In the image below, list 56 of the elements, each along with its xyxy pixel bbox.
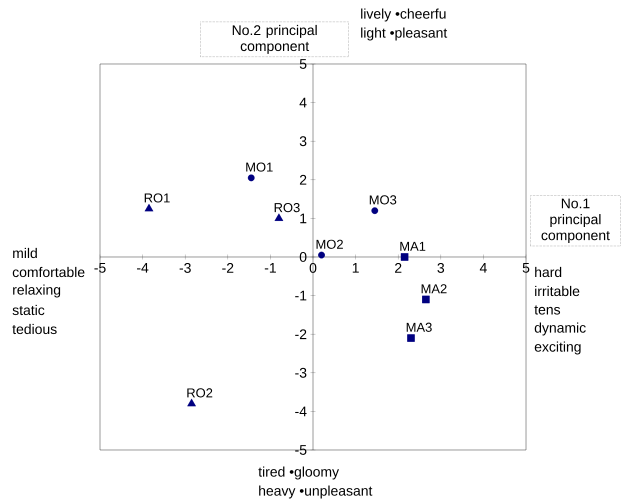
annotation: MO2 — [316, 240, 343, 249]
x-tick-label: -4 — [137, 263, 148, 273]
x-tick-label: -5 — [94, 263, 106, 273]
y-axis-title: No.2 principal component — [232, 24, 317, 54]
point — [248, 174, 255, 182]
y-tick-label: 2 — [300, 174, 306, 185]
point — [318, 252, 325, 258]
y-tick-label: 1 — [300, 214, 306, 224]
annotation: MA1 — [400, 242, 426, 251]
x-tick-label: 0 — [310, 263, 316, 273]
text: heavy •unpleasant — [259, 485, 372, 498]
text: tedious — [12, 324, 57, 334]
point — [274, 213, 284, 221]
annotation: MA3 — [406, 322, 432, 332]
x-axis-title: No.1 principal component — [542, 198, 610, 243]
y-tick-label: -4 — [295, 406, 307, 416]
point — [407, 334, 415, 342]
text: exciting — [534, 341, 581, 354]
annotation: MO1 — [246, 162, 273, 172]
y-tick-label: -1 — [295, 290, 306, 300]
annotation: RO1 — [144, 193, 170, 203]
y-tick-label: 0 — [300, 252, 306, 262]
annotation: MO3 — [370, 195, 396, 204]
text: tens — [534, 305, 560, 315]
text: light •pleasant — [361, 27, 448, 40]
text: irritable — [535, 286, 580, 296]
point — [371, 207, 378, 214]
text: lively •cheerfu — [361, 8, 446, 22]
y-tick-label: 5 — [300, 59, 306, 69]
annotation: MA2 — [422, 284, 447, 294]
text: hard — [535, 266, 562, 278]
text: relaxing — [13, 284, 60, 298]
y-tick-label: 3 — [300, 136, 306, 146]
annotation: RO3 — [274, 203, 300, 212]
x-tick-label: -1 — [264, 263, 276, 273]
x-tick-label: 3 — [437, 263, 444, 273]
point — [422, 296, 430, 304]
y-tick-label: -2 — [295, 329, 306, 340]
x-tick-label: 2 — [395, 263, 402, 273]
x-tick-label: 1 — [352, 263, 359, 273]
text: dynamic — [534, 322, 586, 336]
point — [187, 398, 196, 406]
x-tick-label: 5 — [522, 263, 530, 273]
text: tired •gloomy — [258, 466, 340, 480]
x-tick-label: -3 — [180, 263, 191, 273]
text: mild — [13, 248, 37, 258]
point — [400, 253, 408, 261]
y-tick-label: -3 — [295, 368, 306, 378]
text: comfortable — [12, 266, 84, 278]
y-tick-label: 4 — [300, 98, 307, 108]
x-tick-label: -2 — [222, 263, 234, 273]
annotation: RO2 — [187, 388, 212, 398]
y-tick-label: -5 — [295, 445, 306, 455]
text: static — [12, 304, 44, 316]
x-tick-label: 4 — [480, 263, 487, 273]
point — [144, 204, 154, 212]
